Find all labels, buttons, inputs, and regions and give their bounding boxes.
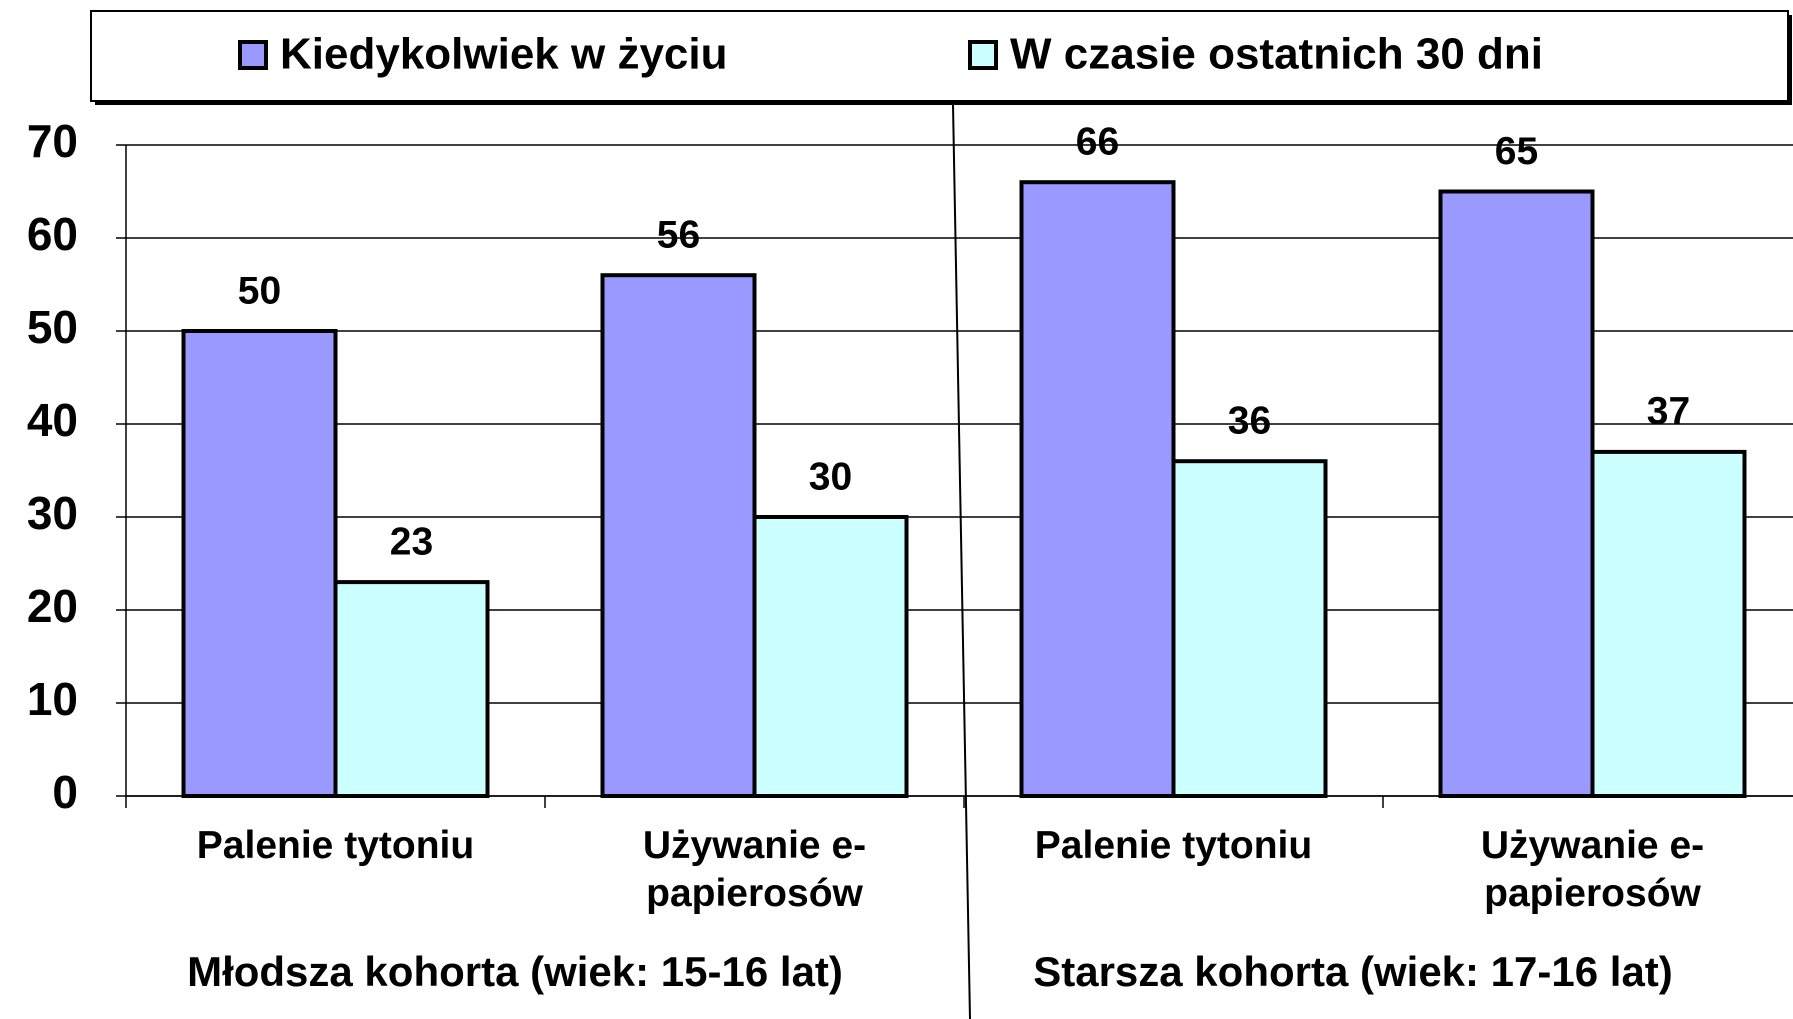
y-tick-label: 30	[27, 487, 78, 539]
bar	[1171, 459, 1328, 798]
value-label: 56	[657, 213, 700, 256]
legend-label: W czasie ostatnich 30 dni	[1010, 30, 1543, 79]
bar	[1019, 180, 1176, 798]
group-label: Starsza kohorta (wiek: 17-16 lat)	[1033, 948, 1673, 995]
bar	[333, 580, 490, 798]
value-label: 30	[809, 455, 852, 498]
bar	[1438, 189, 1595, 798]
value-label: 50	[238, 269, 281, 312]
group-label: Młodsza kohorta (wiek: 15-16 lat)	[187, 948, 843, 995]
y-tick-label: 50	[27, 301, 78, 353]
bar	[181, 329, 338, 798]
legend-label: Kiedykolwiek w życiu	[280, 30, 728, 79]
y-tick-label: 40	[27, 394, 78, 446]
value-label: 65	[1495, 130, 1538, 173]
legend-box	[90, 10, 1789, 102]
value-label: 36	[1228, 399, 1271, 442]
bar	[752, 515, 909, 798]
bar	[600, 273, 757, 798]
y-tick-label: 0	[52, 766, 78, 818]
value-label: 66	[1076, 120, 1119, 163]
x-tick-label: Używanie e-papierosów	[1480, 824, 1705, 915]
y-tick-label: 60	[27, 208, 78, 260]
y-tick-label: 70	[27, 115, 78, 167]
x-tick-label: Palenie tytoniu	[196, 824, 475, 867]
divider	[952, 104, 971, 1019]
value-label: 23	[390, 520, 433, 563]
bar	[1590, 449, 1747, 798]
legend-swatch	[968, 40, 998, 70]
x-tick-label: Używanie e-papierosów	[642, 824, 867, 915]
y-tick-label: 10	[27, 673, 78, 725]
legend-swatch	[238, 40, 268, 70]
y-tick-label: 20	[27, 580, 78, 632]
value-label: 37	[1647, 390, 1690, 433]
x-tick-label: Palenie tytoniu	[1034, 824, 1313, 867]
